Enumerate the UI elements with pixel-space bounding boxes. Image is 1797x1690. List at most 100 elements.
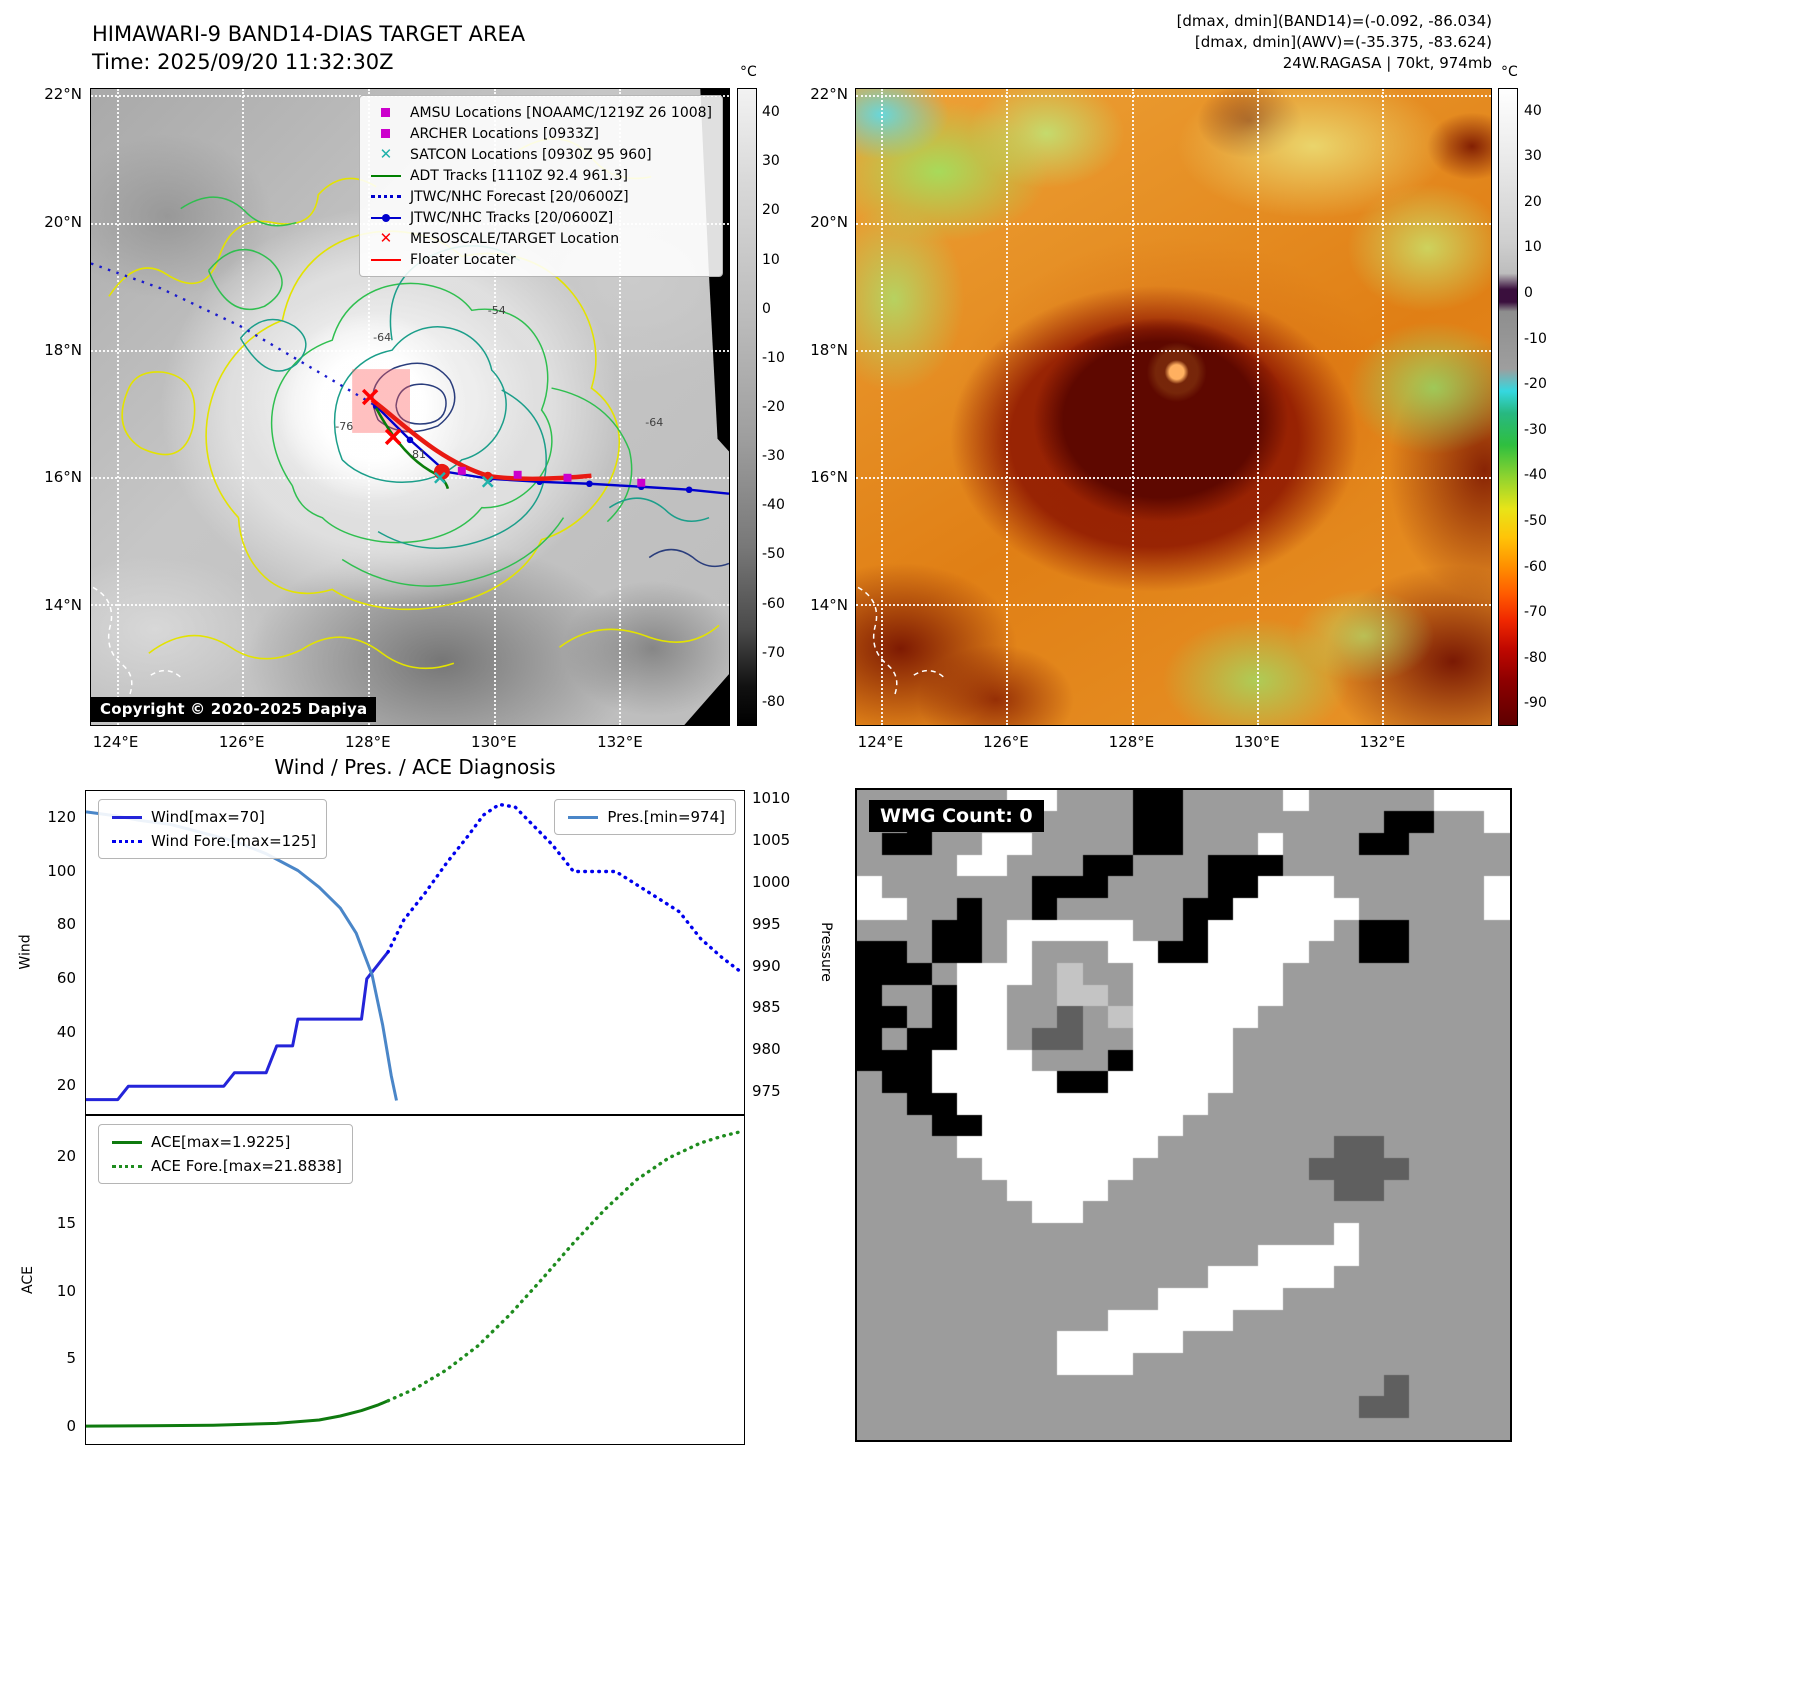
tl-colorbar-tick: -40 [762, 497, 785, 514]
tr-lat-tick: 20°N [810, 212, 848, 231]
series-ACE[max=1.9225] [86, 1399, 389, 1428]
graticule-lat-line [856, 604, 1491, 607]
ace-tick: 0 [66, 1416, 76, 1435]
mesoscale-x-icon: ✕ [379, 229, 393, 247]
contour-value-label: -54 [487, 304, 506, 318]
pressure-legend: Pres.[min=974] [554, 799, 736, 835]
ir-colorbar [1498, 88, 1518, 726]
wind-tick: 80 [56, 915, 76, 934]
graticule-lat-line [856, 222, 1491, 225]
ace-plot-area [86, 1129, 744, 1428]
legend-item-ace: ACE[max=1.9225] [109, 1130, 342, 1154]
track-linedot-icon [368, 213, 404, 222]
satcon-x-markers [434, 471, 494, 488]
legend-item-floater: Floater Locater [368, 249, 712, 270]
ace-line-icon [109, 1140, 145, 1144]
graticule-lat-line [856, 349, 1491, 352]
tr-lon-tick: 126°E [983, 733, 1029, 751]
pressure-tick: 985 [752, 998, 781, 1017]
wind-tick: 120 [47, 807, 76, 826]
wind-tick: 20 [56, 1076, 76, 1095]
tl-colorbar-tick: 10 [762, 251, 780, 268]
tr-lat-tick: 18°N [810, 340, 848, 359]
graticule-lon-line [367, 89, 370, 725]
diagnosis-chart-title: Wind / Pres. / ACE Diagnosis [274, 755, 556, 779]
tr-colorbar-tick: -70 [1524, 604, 1547, 621]
legend-item-mesoscale: ✕ MESOSCALE/TARGET Location [368, 228, 712, 249]
tl-colorbar-tick: -60 [762, 595, 785, 612]
jtwc-history-track [375, 405, 729, 495]
tl-colorbar-tick: 40 [762, 104, 780, 121]
teal-contours [239, 245, 710, 549]
adt-line-icon [368, 174, 404, 177]
legend-item-satcon: ✕ SATCON Locations [0930Z 95 960] [368, 144, 712, 165]
tr-colorbar-tick: 30 [1524, 148, 1542, 165]
tr-lon-tick: 132°E [1359, 733, 1406, 751]
tr-lat-tick: 14°N [810, 595, 848, 614]
legend-label: MESOSCALE/TARGET Location [409, 230, 620, 247]
tl-colorbar-tick: -70 [762, 644, 785, 661]
ir-colorbar-unit: °C [1501, 64, 1518, 80]
graticule-lon-line [881, 89, 884, 725]
coastline [92, 586, 182, 698]
legend-item-pressure: Pres.[min=974] [565, 805, 725, 829]
wind-forecast-dotted-icon [109, 839, 145, 843]
legend-item-amsu: AMSU Locations [NOAAMC/1219Z 26 1008] [368, 102, 712, 123]
wind-legend: Wind[max=70] Wind Fore.[max=125] [98, 799, 328, 859]
legend-item-jtwc-tracks: JTWC/NHC Tracks [20/0600Z] [368, 207, 712, 228]
graticule-lon-line [619, 89, 622, 725]
pressure-tick: 1000 [752, 873, 791, 891]
tl-lon-tick: 126°E [218, 733, 265, 751]
tl-colorbar-tick: -20 [762, 399, 785, 415]
contour-value-label: -76 [335, 419, 354, 433]
pressure-tick: 995 [752, 914, 781, 933]
ace-tick: 5 [66, 1349, 76, 1368]
pressure-tick: 990 [752, 956, 781, 975]
legend-label: Wind Fore.[max=125] [151, 832, 317, 850]
pressure-tick: 975 [752, 1082, 781, 1101]
tr-colorbar-tick: 40 [1524, 102, 1542, 119]
wmg-microwave-grid-image [857, 790, 1510, 1440]
ace-tick: 15 [56, 1214, 76, 1233]
wind-tick: 40 [56, 1022, 76, 1041]
tr-colorbar-tick: 0 [1524, 285, 1533, 302]
tl-colorbar-tick: -10 [762, 349, 785, 366]
enhanced-ir-satellite-map [855, 88, 1492, 726]
tr-lat-tick: 16°N [810, 468, 848, 487]
tr-colorbar-tick: -30 [1524, 421, 1547, 438]
graticule-lat-line [856, 95, 1491, 98]
tr-colorbar-tick: -40 [1524, 467, 1547, 484]
graticule-lat-line [91, 476, 729, 479]
wind-tick: 100 [47, 861, 76, 880]
graticule-lon-line [493, 89, 496, 725]
graticule-lon-line [1256, 89, 1259, 725]
legend-label: ARCHER Locations [0933Z] [409, 125, 599, 142]
tr-colorbar-tick: -80 [1524, 649, 1547, 666]
legend-label: ADT Tracks [1110Z 92.4 961.3] [409, 167, 628, 184]
wmg-count-label: WMG Count: 0 [869, 800, 1044, 832]
series-Wind Fore.[max=125] [386, 802, 744, 976]
tr-colorbar-tick: -60 [1524, 558, 1547, 575]
tl-lon-tick: 124°E [92, 733, 139, 751]
ace-legend: ACE[max=1.9225] ACE Fore.[max=21.8838] [98, 1124, 353, 1184]
tr-lat-tick: 22°N [810, 85, 848, 104]
tl-colorbar-tick: 30 [762, 153, 780, 170]
pressure-axis-label: Pressure [817, 922, 834, 982]
wind-line-icon [109, 815, 145, 819]
tl-colorbar-tick: -80 [762, 693, 785, 710]
tl-lat-tick: 14°N [44, 595, 82, 614]
legend-label: JTWC/NHC Tracks [20/0600Z] [409, 209, 614, 226]
amsu-archer-squares [457, 466, 646, 487]
forecast-dotted-icon [368, 195, 404, 198]
wind-pressure-chart: Wind[max=70] Wind Fore.[max=125] Pres.[m… [85, 790, 745, 1115]
series-ACE Fore.[max=21.8838] [386, 1129, 744, 1403]
pressure-tick: 980 [752, 1040, 781, 1059]
legend-item-wind: Wind[max=70] [109, 805, 316, 829]
wmg-panel: WMG Count: 0 [855, 788, 1512, 1442]
tr-colorbar-tick: -10 [1524, 330, 1547, 347]
legend-label: Floater Locater [409, 251, 516, 268]
pressure-tick: 1010 [752, 789, 791, 808]
graticule-lon-line [116, 89, 119, 725]
legend-item-wind-forecast: Wind Fore.[max=125] [109, 829, 316, 853]
